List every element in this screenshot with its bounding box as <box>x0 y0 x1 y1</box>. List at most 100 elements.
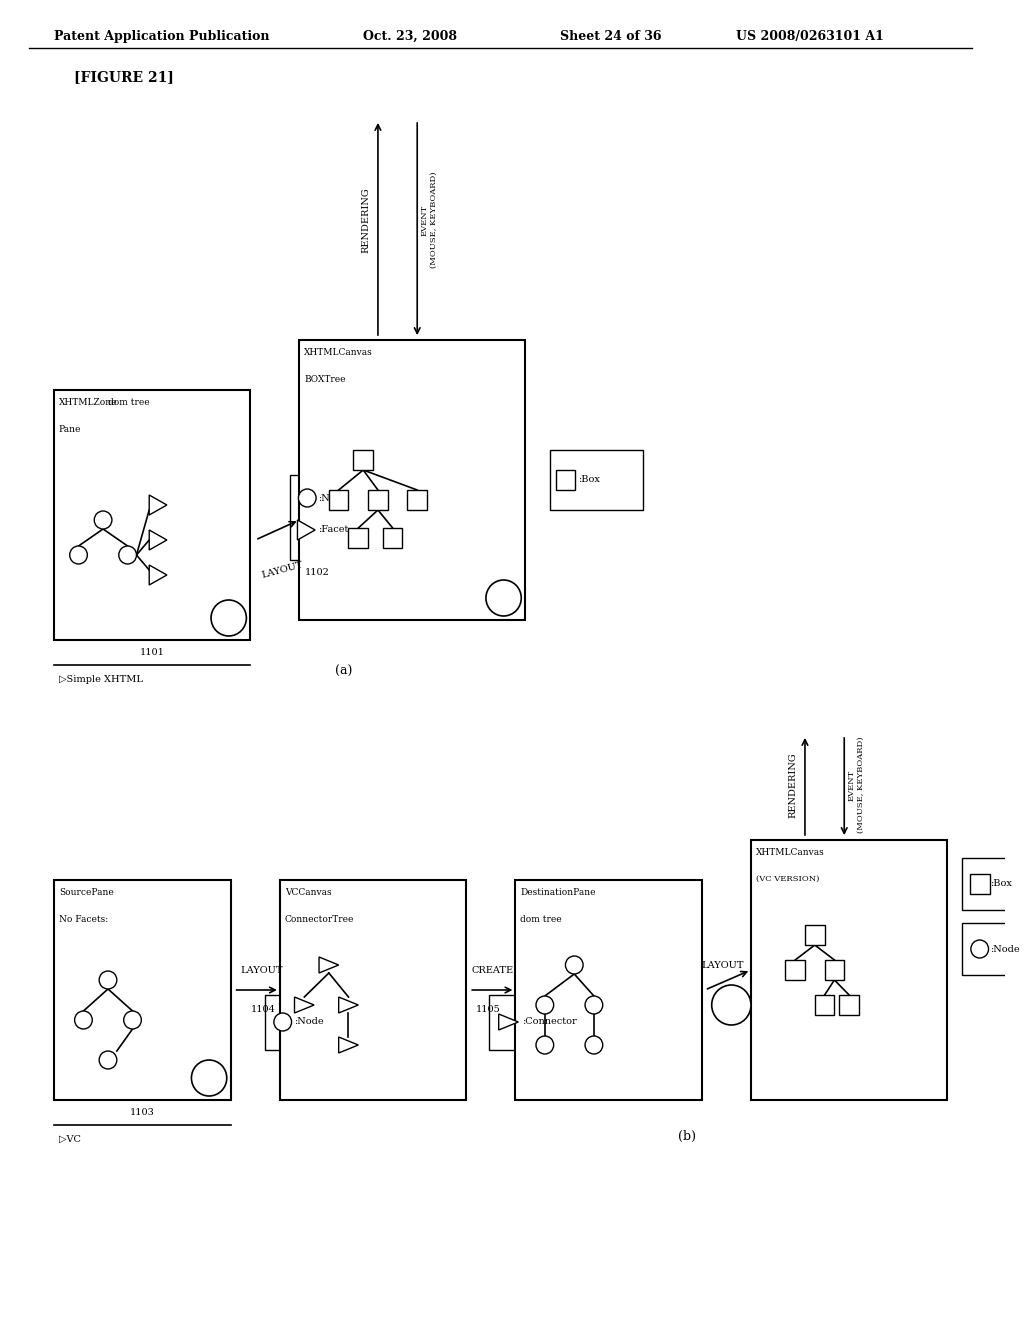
Text: [FIGURE 21]: [FIGURE 21] <box>74 70 173 84</box>
Bar <box>962 923 1024 975</box>
Polygon shape <box>339 1038 358 1053</box>
Text: XHTMLCanvas: XHTMLCanvas <box>304 348 373 356</box>
Polygon shape <box>150 495 167 515</box>
Text: EVENT
(MOUSE, KEYBOARD): EVENT (MOUSE, KEYBOARD) <box>421 172 437 268</box>
Bar <box>353 450 373 470</box>
Circle shape <box>191 1060 226 1096</box>
Text: :Node: :Node <box>319 494 348 503</box>
Text: EVENT
(MOUSE, KEYBOARD): EVENT (MOUSE, KEYBOARD) <box>848 737 864 833</box>
Text: LAYOUT: LAYOUT <box>260 560 303 579</box>
Bar <box>751 840 947 1100</box>
Polygon shape <box>339 997 358 1012</box>
Bar <box>556 470 575 490</box>
Circle shape <box>565 956 583 974</box>
Bar <box>290 475 408 560</box>
Text: M: M <box>224 612 233 623</box>
Polygon shape <box>150 565 167 585</box>
Text: (b): (b) <box>678 1130 696 1143</box>
Bar <box>840 995 859 1015</box>
Text: Patent Application Publication: Patent Application Publication <box>54 30 269 44</box>
Text: W: W <box>204 1073 214 1082</box>
Text: LAYOUT: LAYOUT <box>241 966 283 975</box>
Text: V: V <box>727 1001 735 1010</box>
Polygon shape <box>295 997 314 1012</box>
Circle shape <box>70 546 87 564</box>
Bar <box>54 389 250 640</box>
Text: Sheet 24 of 36: Sheet 24 of 36 <box>559 30 662 44</box>
Text: (VC VERSION): (VC VERSION) <box>756 875 819 883</box>
Circle shape <box>536 1036 554 1053</box>
Text: :Facet: :Facet <box>319 525 349 535</box>
Bar <box>299 341 525 620</box>
Bar <box>348 528 368 548</box>
Circle shape <box>99 1051 117 1069</box>
Bar <box>515 880 701 1100</box>
Bar <box>785 960 805 979</box>
Bar <box>54 880 230 1100</box>
Text: 1101: 1101 <box>139 648 165 657</box>
Bar <box>383 528 402 548</box>
Text: (a): (a) <box>335 665 352 678</box>
Bar <box>970 874 989 894</box>
Circle shape <box>298 488 316 507</box>
Text: :Node: :Node <box>991 945 1021 953</box>
Text: ▷Simple XHTML: ▷Simple XHTML <box>59 675 143 684</box>
Text: LAYOUT: LAYOUT <box>701 961 744 970</box>
Text: ConnectorTree: ConnectorTree <box>285 915 354 924</box>
Text: V: V <box>500 593 507 603</box>
Polygon shape <box>319 957 339 973</box>
Circle shape <box>94 511 112 529</box>
Text: SourcePane: SourcePane <box>59 888 114 898</box>
Circle shape <box>536 997 554 1014</box>
Text: RENDERING: RENDERING <box>788 752 798 818</box>
Text: 1106: 1106 <box>712 1005 736 1014</box>
Bar <box>550 450 643 510</box>
Polygon shape <box>297 520 315 540</box>
Bar <box>488 995 606 1049</box>
Text: BOXTree: BOXTree <box>304 375 346 384</box>
Text: XHTMLZone: XHTMLZone <box>59 399 118 407</box>
Text: VCCanvas: VCCanvas <box>285 888 332 898</box>
Bar <box>824 960 844 979</box>
Bar <box>815 995 835 1015</box>
Text: dom tree: dom tree <box>108 399 150 407</box>
Bar <box>408 490 427 510</box>
Text: CREATE: CREATE <box>471 966 513 975</box>
Bar <box>368 490 388 510</box>
Circle shape <box>585 1036 603 1053</box>
Polygon shape <box>499 1014 518 1030</box>
Text: RENDERING: RENDERING <box>361 187 371 253</box>
Text: dom tree: dom tree <box>520 915 562 924</box>
Bar <box>329 490 348 510</box>
Text: 1104: 1104 <box>250 1005 275 1014</box>
Circle shape <box>585 997 603 1014</box>
Text: Oct. 23, 2008: Oct. 23, 2008 <box>364 30 458 44</box>
Bar <box>962 858 1024 909</box>
Circle shape <box>712 985 751 1026</box>
Circle shape <box>486 579 521 616</box>
Bar <box>265 995 358 1049</box>
Circle shape <box>124 1011 141 1030</box>
Circle shape <box>273 1012 292 1031</box>
Text: No Facets:: No Facets: <box>59 915 109 924</box>
Text: Pane: Pane <box>59 425 81 434</box>
Circle shape <box>971 940 988 958</box>
Text: 1105: 1105 <box>476 1005 501 1014</box>
Text: :Box: :Box <box>991 879 1014 888</box>
Circle shape <box>99 972 117 989</box>
Text: :Connector: :Connector <box>523 1018 578 1027</box>
Circle shape <box>119 546 136 564</box>
Text: 1102: 1102 <box>304 568 329 577</box>
Bar <box>805 925 824 945</box>
Circle shape <box>211 601 247 636</box>
Text: US 2008/0263101 A1: US 2008/0263101 A1 <box>736 30 884 44</box>
Text: XHTMLCanvas: XHTMLCanvas <box>756 847 824 857</box>
Text: :Box: :Box <box>580 475 601 484</box>
Text: ▷VC: ▷VC <box>59 1135 81 1144</box>
Polygon shape <box>150 531 167 550</box>
Circle shape <box>75 1011 92 1030</box>
Text: :Node: :Node <box>295 1018 325 1027</box>
Bar <box>280 880 466 1100</box>
Text: 1103: 1103 <box>130 1107 155 1117</box>
Text: DestinationPane: DestinationPane <box>520 888 596 898</box>
